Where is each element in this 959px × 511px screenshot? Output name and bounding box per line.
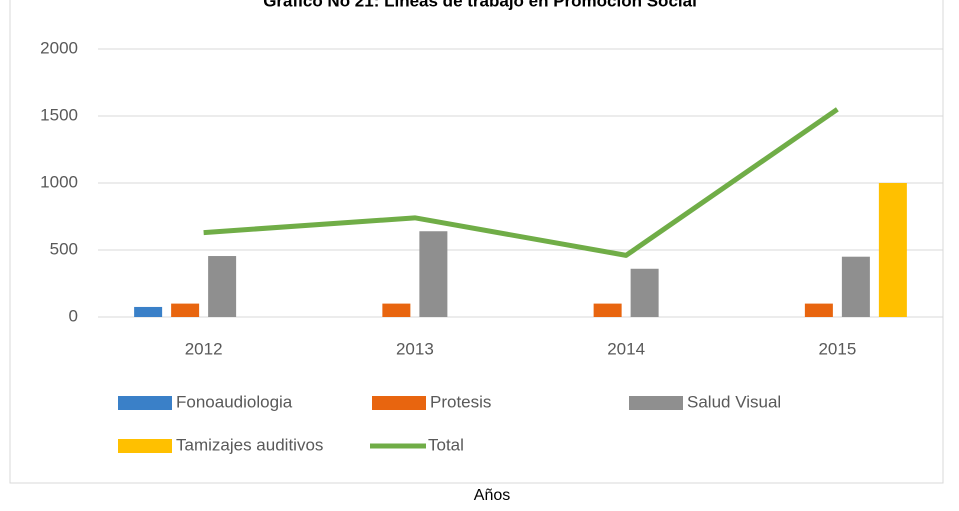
legend-swatch bbox=[372, 396, 426, 410]
y-tick-label: 500 bbox=[50, 239, 78, 258]
bar bbox=[804, 303, 833, 317]
x-axis-label: Años bbox=[474, 487, 510, 504]
legend-swatch bbox=[118, 439, 172, 453]
bar bbox=[841, 256, 870, 317]
y-tick-label: 0 bbox=[69, 306, 78, 325]
bar bbox=[878, 183, 907, 317]
y-tick-label: 1000 bbox=[40, 172, 78, 191]
legend-label: Fonoaudiologia bbox=[176, 392, 293, 411]
line bbox=[203, 107, 839, 258]
y-tick-label: 2000 bbox=[40, 38, 78, 57]
x-tick-label: 2012 bbox=[185, 339, 223, 358]
bar bbox=[382, 303, 411, 317]
bar bbox=[208, 256, 237, 317]
legend-label: Tamizajes auditivos bbox=[176, 435, 323, 454]
x-tick-label: 2014 bbox=[607, 339, 645, 358]
legend-label: Total bbox=[428, 435, 464, 454]
x-tick-label: 2015 bbox=[818, 339, 856, 358]
bar bbox=[419, 231, 448, 317]
legend-label: Salud Visual bbox=[687, 392, 781, 411]
legend-swatch bbox=[118, 396, 172, 410]
legend-label: Protesis bbox=[430, 392, 491, 411]
chart-title: Gráfico No 21: Líneas de trabajo en Prom… bbox=[263, 0, 697, 10]
legend-swatch bbox=[629, 396, 683, 410]
x-tick-label: 2013 bbox=[396, 339, 434, 358]
y-tick-label: 1500 bbox=[40, 105, 78, 124]
bar bbox=[630, 268, 659, 317]
bar bbox=[593, 303, 622, 317]
bar bbox=[171, 303, 200, 317]
bar bbox=[134, 306, 163, 317]
